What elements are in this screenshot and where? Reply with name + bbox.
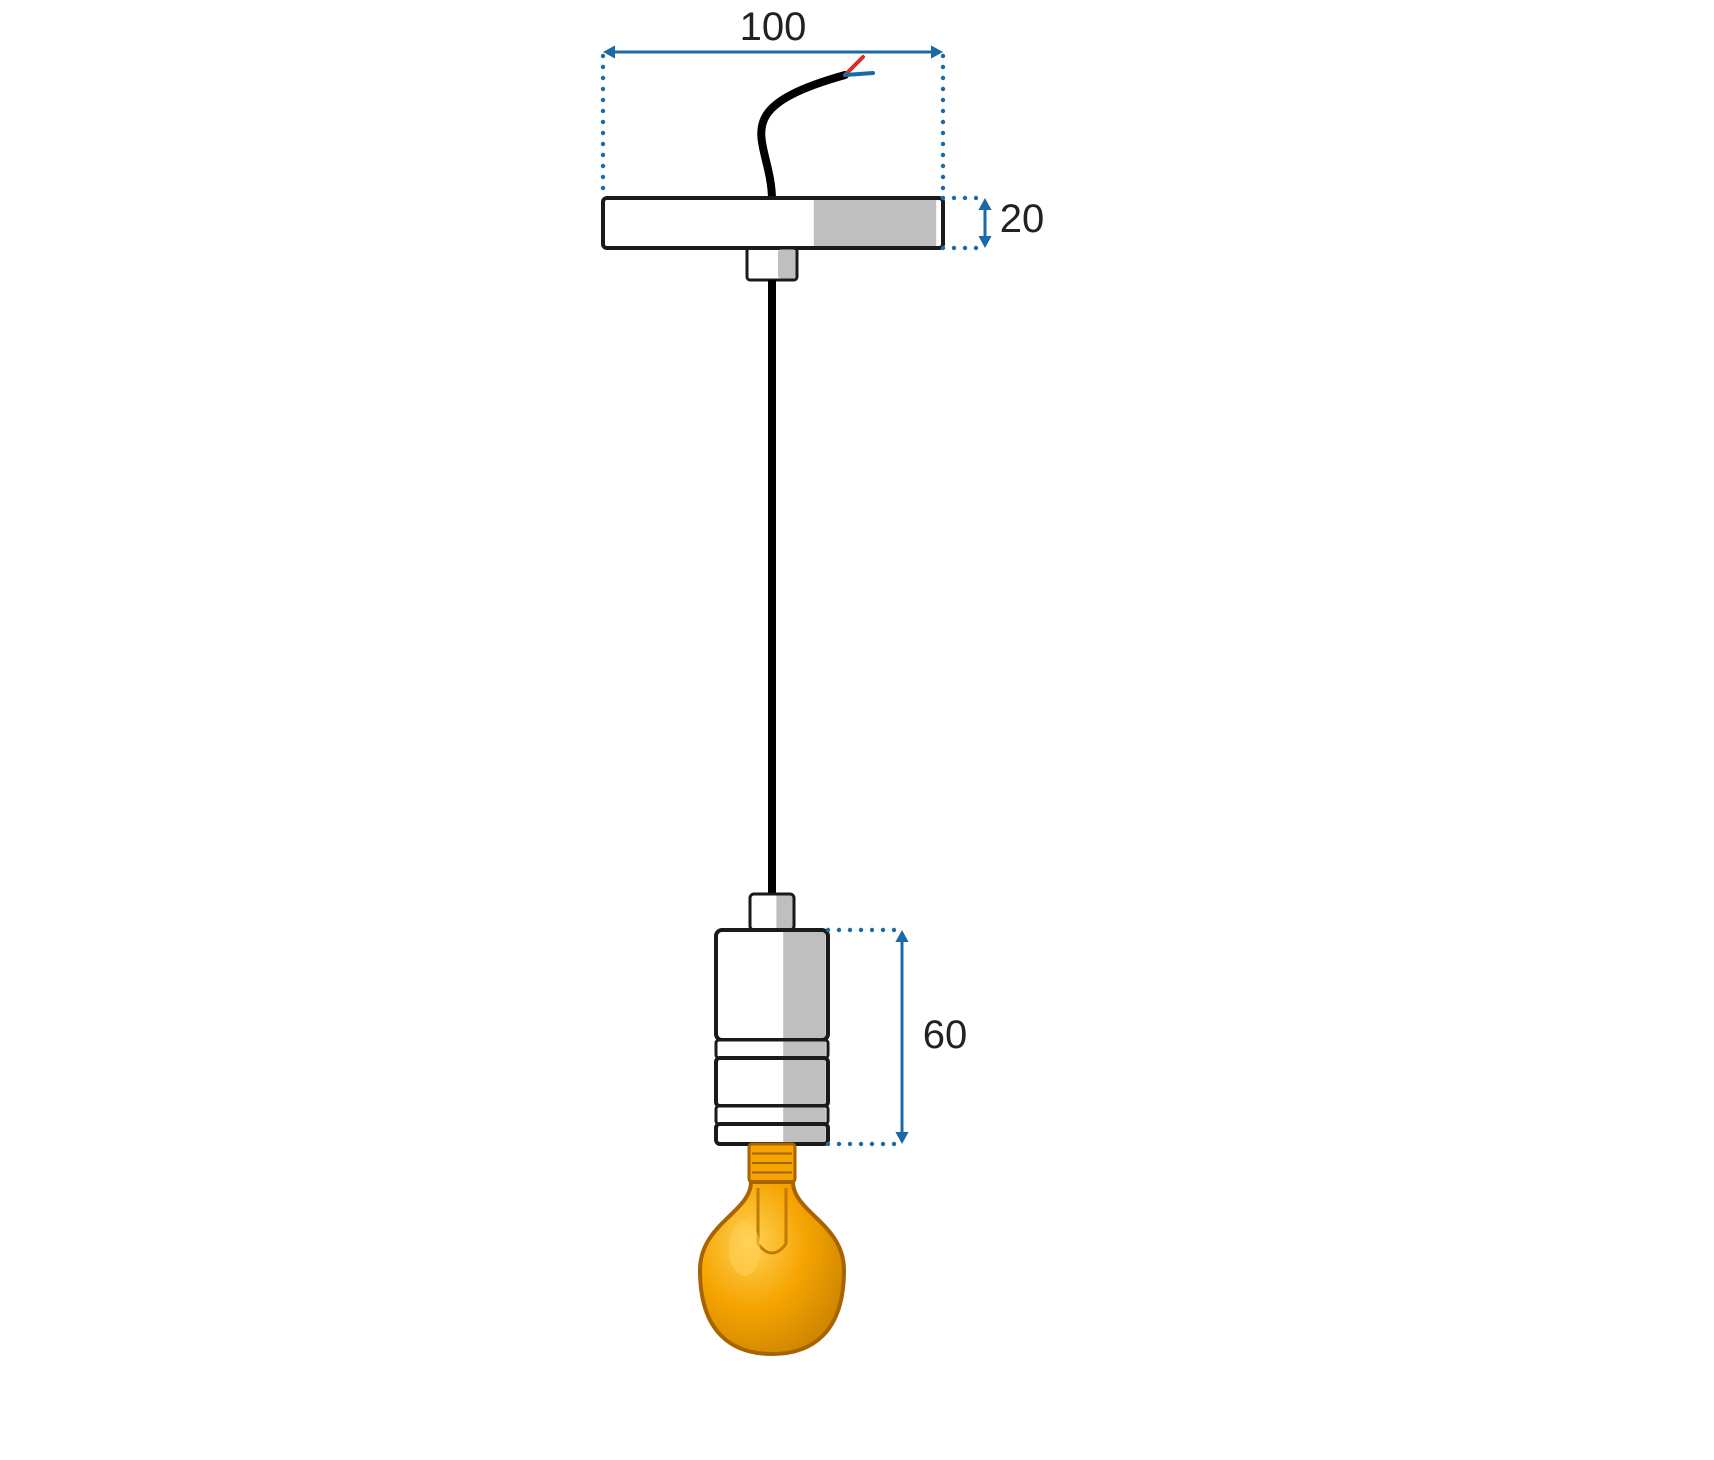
dimension-label-socket_h: 60 [923, 1013, 968, 1057]
wire-neutral [845, 73, 873, 75]
power-cable [761, 75, 845, 200]
lamp-socket [716, 894, 828, 1144]
dimension-label-canopy_w: 100 [740, 5, 807, 49]
light-bulb [700, 1144, 844, 1354]
dimension-label-canopy_h: 20 [1000, 197, 1045, 241]
